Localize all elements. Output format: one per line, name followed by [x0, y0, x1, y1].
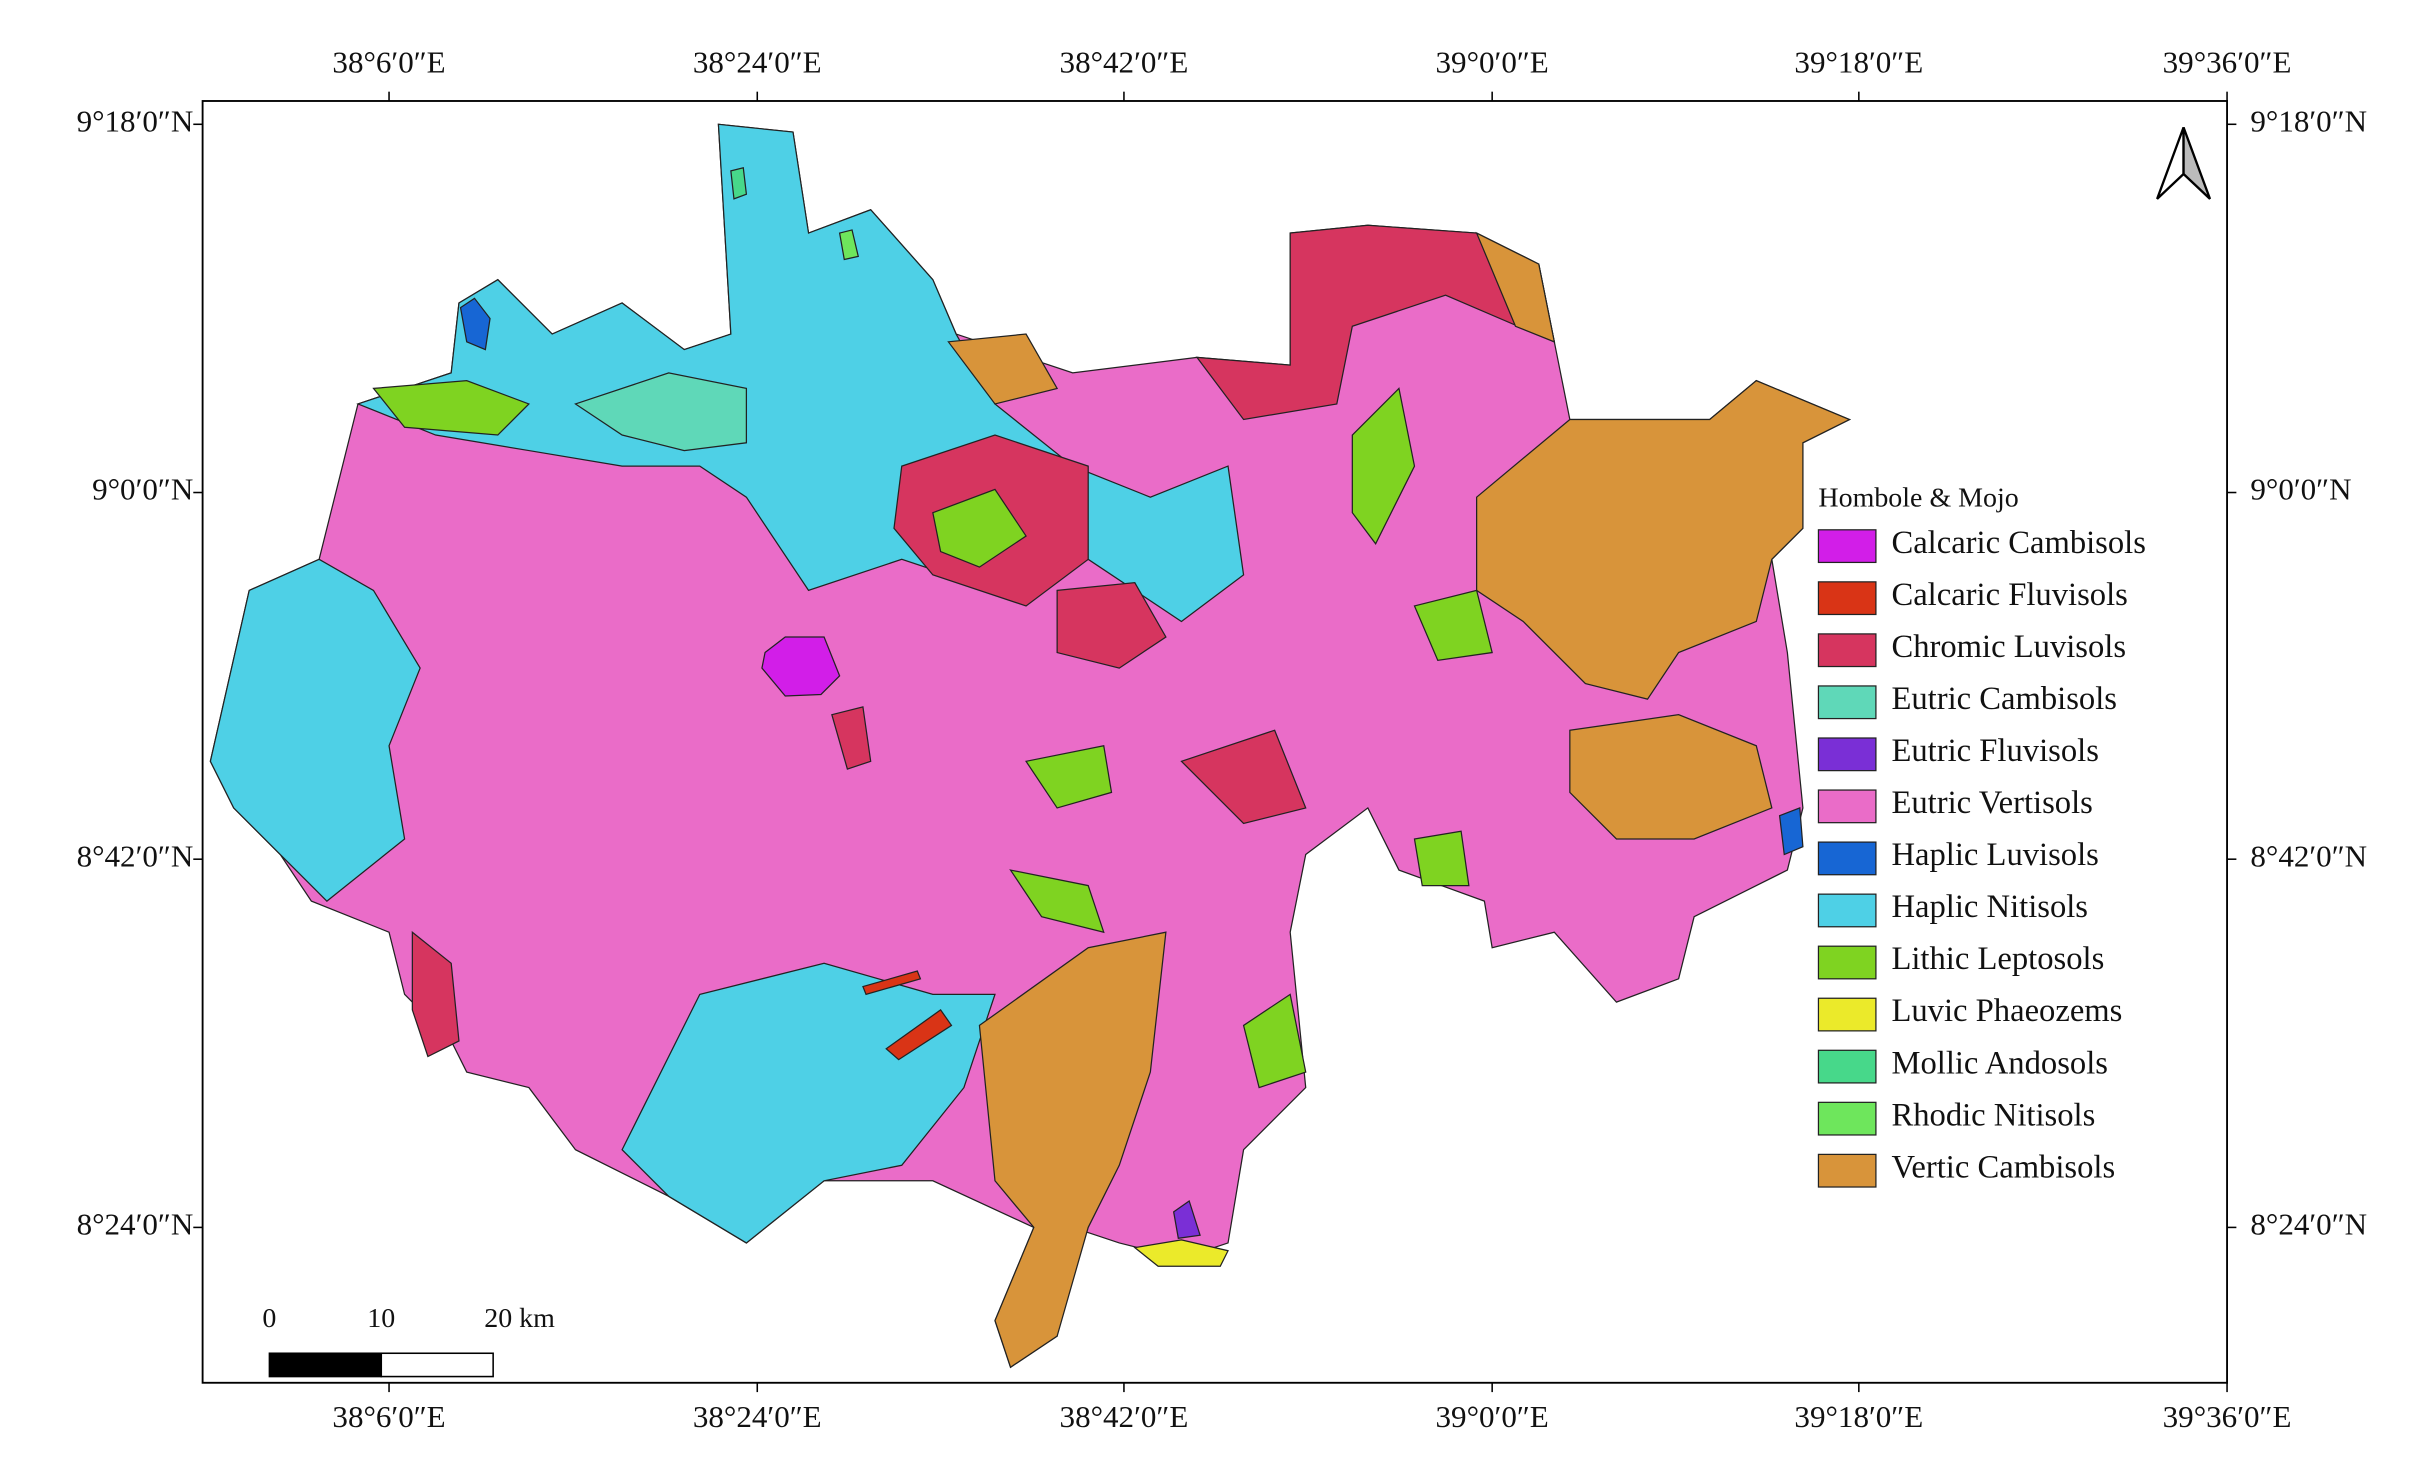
lat-label-left: 9°18′0″N	[77, 103, 194, 138]
soil-area	[1413, 830, 1470, 887]
scale-bar-label: 10	[367, 1303, 395, 1334]
soil-area	[574, 372, 748, 452]
legend-label: Rhodic Nitisols	[1891, 1097, 2095, 1133]
soil-area	[978, 931, 1167, 1369]
legend-label: Calcaric Fluvisols	[1891, 577, 2127, 613]
soil-area	[1778, 807, 1804, 856]
lon-label-bottom: 38°24′0″E	[693, 1399, 822, 1434]
lon-label-bottom: 38°6′0″E	[332, 1399, 445, 1434]
scale-bar-label: 20 km	[484, 1303, 555, 1334]
legend: Hombole & Mojo Calcaric Cambisols Calcaric…	[1817, 483, 2146, 1188]
lat-label-right: 8°24′0″N	[2250, 1207, 2367, 1242]
soil-area	[209, 558, 421, 902]
scale-bar-light	[380, 1352, 494, 1378]
scale-bar-label: 0	[262, 1303, 276, 1334]
soil-area	[1351, 387, 1416, 545]
soil-areas	[209, 123, 1852, 1369]
legend-label: Vertic Cambisols	[1891, 1149, 2115, 1185]
legend-label: Eutric Cambisols	[1891, 681, 2117, 717]
lon-label-top: 39°18′0″E	[1794, 44, 1923, 79]
soil-area	[1180, 729, 1307, 825]
lon-label-bottom: 39°18′0″E	[1794, 1399, 1923, 1434]
lon-label-bottom: 38°42′0″E	[1060, 1399, 1189, 1434]
north-arrow	[2156, 126, 2212, 200]
lat-label-left: 8°24′0″N	[77, 1207, 194, 1242]
lat-label-left: 9°0′0″N	[92, 472, 193, 507]
soil-area	[885, 1009, 953, 1061]
legend-title: Hombole & Mojo	[1818, 483, 2018, 514]
soil-area	[838, 229, 860, 261]
lon-label-bottom: 39°36′0″E	[2163, 1399, 2292, 1434]
soil-area	[1172, 1200, 1201, 1239]
lon-label-top: 39°36′0″E	[2163, 44, 2292, 79]
soil-area	[862, 970, 922, 996]
soil-area	[1009, 869, 1105, 934]
soil-area	[1133, 1239, 1229, 1267]
soil-area	[621, 962, 996, 1244]
soil-area	[1242, 993, 1307, 1089]
legend-swatch	[1817, 893, 1877, 928]
soil-area	[1569, 714, 1773, 840]
legend-swatch	[1817, 1101, 1877, 1136]
legend-label: Chromic Luvisols	[1891, 629, 2126, 665]
legend-label: Eutric Vertisols	[1891, 785, 2092, 821]
lat-label-right: 8°42′0″N	[2250, 838, 2367, 873]
legend-label: Luvic Phaeozems	[1891, 993, 2122, 1029]
lon-label-top: 38°42′0″E	[1060, 44, 1189, 79]
legend-swatch	[1817, 1153, 1877, 1188]
soil-area	[411, 930, 460, 1058]
legend-label: Haplic Nitisols	[1891, 889, 2088, 925]
lon-label-top: 38°24′0″E	[693, 44, 822, 79]
legend-label: Lithic Leptosols	[1891, 941, 2104, 977]
scale-bar-dark	[268, 1352, 383, 1378]
lon-label-bottom: 39°0′0″E	[1436, 1399, 1549, 1434]
map-frame	[201, 100, 2228, 1384]
legend-swatch	[1817, 997, 1877, 1032]
soil-area	[730, 167, 748, 200]
legend-swatch	[1817, 945, 1877, 980]
legend-label: Haplic Luvisols	[1891, 837, 2098, 873]
soil-area	[831, 706, 872, 770]
scale-bar	[268, 1352, 494, 1378]
north-arrow-right	[2182, 126, 2212, 200]
legend-label: Mollic Andosols	[1891, 1045, 2108, 1081]
soil-area	[1413, 589, 1493, 661]
lon-label-top: 38°6′0″E	[332, 44, 445, 79]
lon-label-top: 39°0′0″E	[1436, 44, 1549, 79]
lat-label-right: 9°18′0″N	[2250, 103, 2367, 138]
soil-area	[947, 333, 1059, 405]
soil-area	[372, 380, 531, 436]
soil-area	[932, 488, 1027, 568]
legend-label: Eutric Fluvisols	[1891, 733, 2098, 769]
lat-label-right: 9°0′0″N	[2250, 472, 2351, 507]
soil-area	[761, 636, 841, 697]
lat-label-left: 8°42′0″N	[77, 838, 194, 873]
soil-area	[1475, 231, 1556, 343]
legend-swatch	[1817, 685, 1877, 720]
legend-swatch	[1817, 581, 1877, 616]
legend-label: Calcaric Cambisols	[1891, 525, 2145, 561]
legend-swatch	[1817, 633, 1877, 668]
legend-swatch	[1817, 1049, 1877, 1084]
soil-area	[1476, 379, 1852, 700]
legend-swatch	[1817, 529, 1877, 564]
soil-area	[1056, 581, 1167, 669]
legend-swatch	[1817, 841, 1877, 876]
soil-area	[459, 297, 491, 351]
legend-swatch	[1817, 737, 1877, 772]
soil-area	[1025, 745, 1113, 809]
soil-area	[1195, 224, 1556, 421]
legend-swatch	[1817, 789, 1877, 824]
